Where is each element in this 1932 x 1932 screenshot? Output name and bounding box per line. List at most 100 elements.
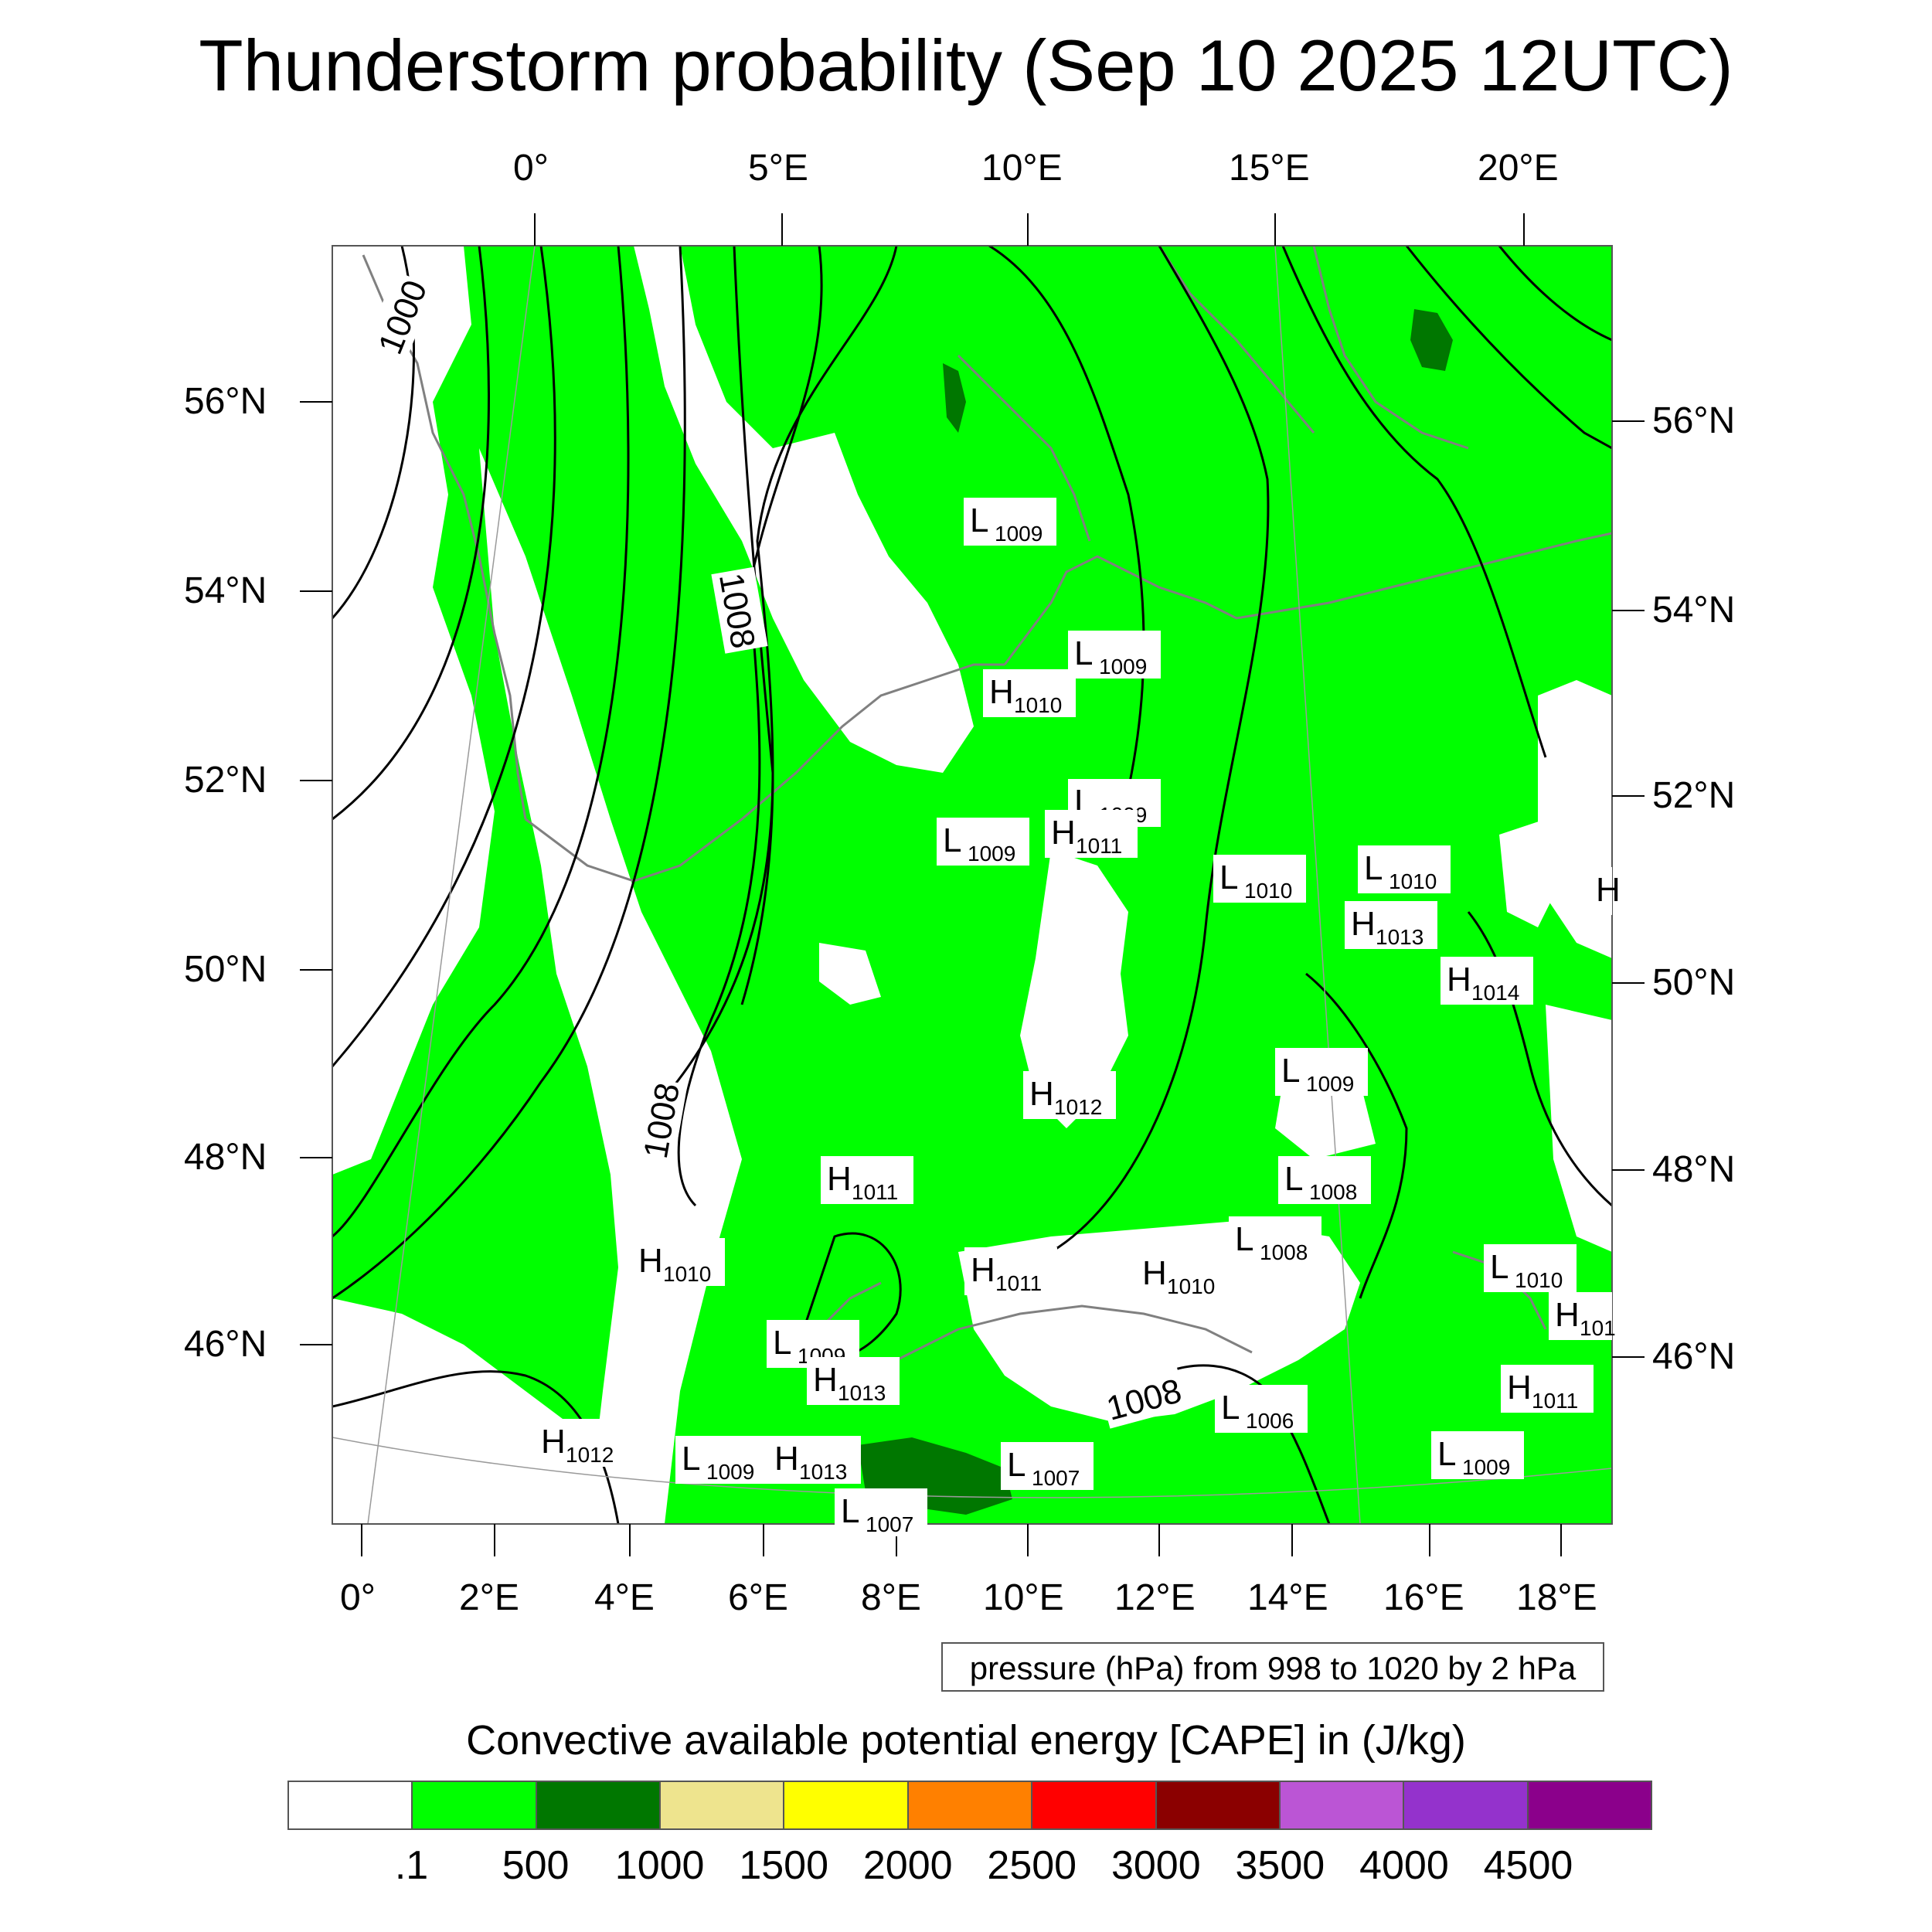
tick-marks [300,213,1645,1556]
svg-text:1008: 1008 [1260,1240,1308,1264]
colorbar-swatch [1156,1782,1281,1828]
svg-text:1006: 1006 [1246,1409,1294,1433]
colorbar-tick-label: 500 [502,1843,570,1888]
colorbar-title: Convective available potential energy [C… [466,1717,1466,1764]
left-lat-label: 46°N [184,1324,267,1365]
graticule [332,246,1612,1524]
svg-text:H: H [541,1423,566,1461]
svg-text:L: L [841,1492,859,1530]
high-pressure-label: H 1011 [1501,1365,1594,1413]
right-lat-label: 54°N [1652,590,1736,631]
left-lat-label: 50°N [184,949,267,990]
svg-text:1012: 1012 [1054,1095,1102,1119]
contour-info-box: pressure (hPa) from 998 to 1020 by 2 hPa [941,1642,1604,1692]
svg-text:L: L [943,821,961,859]
svg-text:1010: 1010 [1167,1274,1215,1298]
colorbar-tick-label: 1500 [739,1843,829,1888]
bottom-lon-label: 16°E [1383,1577,1464,1618]
high-pressure-label: H 101 [1549,1292,1616,1340]
svg-text:H: H [971,1251,995,1289]
svg-text:1009: 1009 [1306,1072,1354,1096]
low-pressure-label: L 1009 [964,498,1056,546]
right-lat-label: 52°N [1652,775,1736,816]
isobar-value-label: 1008 [711,566,768,654]
svg-text:1008: 1008 [1309,1180,1357,1204]
left-lat-label: 54°N [184,570,267,611]
svg-text:1010: 1010 [1515,1268,1563,1292]
svg-text:1013: 1013 [838,1381,886,1405]
high-pressure-label: H [1590,867,1621,915]
top-lon-label: 5°E [748,148,808,189]
colorbar-swatch [413,1782,537,1828]
svg-text:1013: 1013 [1376,925,1423,949]
bottom-lon-label: 6°E [728,1577,788,1618]
svg-text:1010: 1010 [1014,693,1062,717]
colorbar-swatch [1032,1782,1157,1828]
high-pressure-label: H 1011 [821,1156,913,1204]
svg-text:L: L [1490,1248,1509,1286]
svg-text:L: L [1074,634,1093,672]
svg-text:1011: 1011 [1076,834,1122,858]
svg-text:L: L [773,1324,791,1362]
high-pressure-label: H 1011 [1045,810,1138,858]
low-pressure-label: L 1008 [1278,1156,1371,1204]
colorbar-swatch [908,1782,1033,1828]
svg-text:1011: 1011 [1532,1389,1578,1413]
high-pressure-label: H 1012 [1023,1071,1116,1119]
svg-text:1009: 1009 [995,522,1043,546]
bottom-lon-label: 0° [340,1577,376,1618]
colorbar-swatch [661,1782,785,1828]
right-lat-label: 48°N [1652,1149,1736,1190]
svg-text:H: H [1142,1254,1167,1292]
svg-text:H: H [774,1440,799,1478]
right-lat-label: 56°N [1652,400,1736,441]
high-pressure-label: H 1013 [1345,901,1437,949]
right-lat-label: 46°N [1652,1336,1736,1377]
low-pressure-label: L 1008 [1229,1216,1321,1264]
colorbar-swatch [784,1782,909,1828]
pressure-centers: L1009L1009H1010L1009L1009H1011L1010L1010… [535,498,1621,1536]
colorbar-tick-label: 1000 [614,1843,705,1888]
right-lat-label: 50°N [1652,962,1736,1003]
colorbar-tick-label: 3000 [1111,1843,1201,1888]
colorbar-swatch [1280,1782,1405,1828]
svg-text:H: H [1351,905,1376,943]
svg-text:L: L [970,502,988,539]
svg-text:H: H [1596,871,1621,909]
svg-text:H: H [1051,814,1076,852]
colorbar-tick-label: 2500 [987,1843,1077,1888]
svg-text:1011: 1011 [995,1271,1042,1295]
colorbar-swatch [1528,1782,1651,1828]
high-pressure-label: H 1013 [807,1357,900,1405]
low-pressure-label: L 1006 [1215,1385,1308,1433]
svg-text:H: H [989,673,1014,711]
svg-text:L: L [1281,1052,1300,1090]
svg-text:L: L [1221,1389,1240,1427]
svg-text:H: H [827,1160,852,1198]
svg-text:L: L [1007,1446,1026,1484]
colorbar-tick-label: 2000 [862,1843,953,1888]
svg-text:1010: 1010 [1389,869,1437,893]
svg-text:1013: 1013 [799,1460,847,1484]
isobars [332,246,1612,1524]
svg-text:L: L [682,1440,700,1478]
left-lat-label: 48°N [184,1137,267,1178]
svg-text:1007: 1007 [866,1512,913,1536]
high-pressure-label: H 1010 [632,1238,725,1286]
bottom-lon-label: 12°E [1114,1577,1196,1618]
svg-text:101: 101 [1580,1316,1616,1340]
svg-text:1009: 1009 [706,1460,754,1484]
cape-low-areas [332,246,1612,1524]
bottom-lon-label: 2°E [459,1577,519,1618]
low-pressure-label: L 1007 [835,1488,927,1536]
svg-text:H: H [1507,1369,1532,1406]
bottom-lon-label: 8°E [861,1577,921,1618]
svg-text:L: L [1284,1160,1303,1198]
svg-text:1014: 1014 [1471,981,1519,1005]
high-pressure-label: H 1012 [535,1419,628,1467]
colorbar-tick-label: 3500 [1235,1843,1325,1888]
